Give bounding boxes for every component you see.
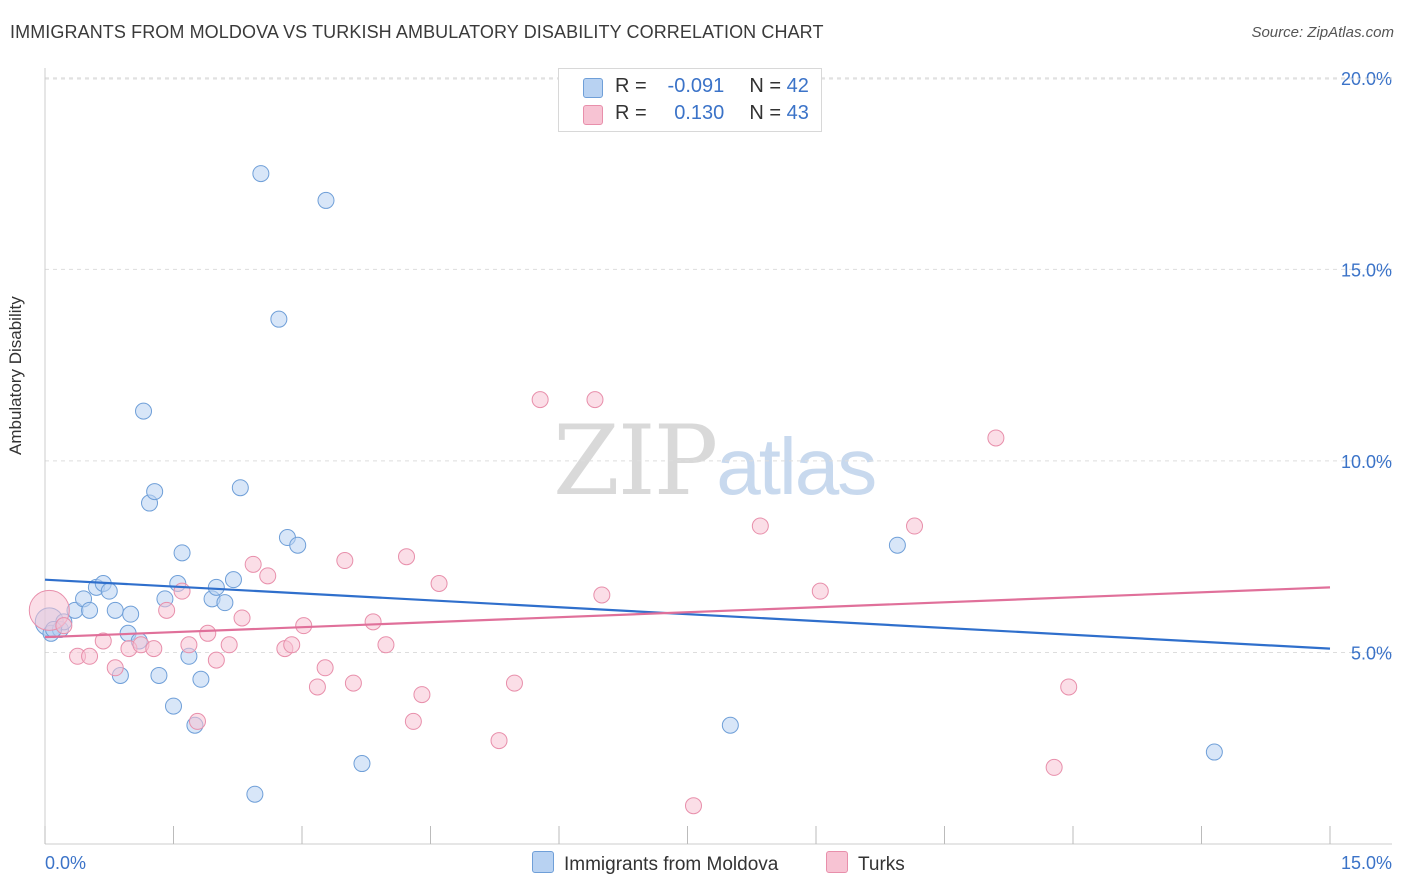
turks-point [505, 674, 523, 692]
moldova-point [270, 310, 288, 328]
turks-point [173, 582, 191, 600]
chart-source: Source: ZipAtlas.com [1251, 24, 1394, 41]
moldova-point [231, 479, 249, 497]
turks-point [283, 636, 301, 654]
turks-point [81, 647, 99, 665]
moldova-point [888, 536, 906, 554]
moldova-point [146, 483, 164, 501]
moldova-point [246, 785, 264, 803]
blue-swatch-icon [583, 78, 603, 98]
moldova-point [252, 165, 270, 183]
watermark-zip: ZIP [553, 405, 718, 517]
turks-point [1045, 758, 1063, 776]
turks-point [490, 732, 508, 750]
turks-point [430, 575, 448, 593]
turks-point [413, 686, 431, 704]
pink-swatch-icon [826, 851, 848, 873]
turks-point [233, 609, 251, 627]
moldova-point [353, 755, 371, 773]
moldova-point [150, 666, 168, 684]
x-tick-label: 0.0% [45, 853, 86, 873]
turks-point [188, 712, 206, 730]
legend-label-moldova: Immigrants from Moldova [564, 854, 779, 875]
moldova-point [289, 536, 307, 554]
turks-point [94, 632, 112, 650]
n-value: 42 [786, 75, 809, 97]
turks-point [316, 659, 334, 677]
moldova-point [192, 670, 210, 688]
moldova-point [81, 601, 99, 619]
turks-point [377, 636, 395, 654]
moldova-point [173, 544, 191, 562]
turks-point [106, 659, 124, 677]
turks-point [207, 651, 225, 669]
turks-point [906, 517, 924, 535]
y-tick-label: 10.0% [1341, 452, 1392, 472]
chart-title: IMMIGRANTS FROM MOLDOVA VS TURKISH AMBUL… [10, 22, 824, 42]
turks-point [987, 429, 1005, 447]
r-value: 0.130 [674, 102, 725, 124]
n-label: N = [749, 75, 782, 97]
moldova-point [106, 601, 124, 619]
turks-point [344, 674, 362, 692]
turks-point [751, 517, 769, 535]
x-tick-label: 15.0% [1341, 853, 1392, 873]
moldova-point [100, 582, 118, 600]
turks-point [404, 712, 422, 730]
correlation-legend: R = -0.091 N = 42 R = 0.130 N = 43 [558, 68, 822, 132]
watermark-atlas: atlas [716, 422, 877, 511]
turks-point [295, 617, 313, 635]
turks-point [531, 391, 549, 409]
moldova-point [1205, 743, 1223, 761]
turks-trend-line [44, 586, 1331, 639]
turks-point [180, 636, 198, 654]
moldova-point [135, 402, 153, 420]
r-label: R = [615, 75, 647, 97]
turks-point [158, 601, 176, 619]
watermark: ZIPatlas [553, 405, 877, 517]
moldova-point [721, 716, 739, 734]
moldova-point [216, 594, 234, 612]
turks-point [244, 555, 262, 573]
turks-point [199, 624, 217, 642]
r-label: R = [615, 102, 647, 124]
n-label: N = [749, 102, 782, 124]
turks-point [684, 797, 702, 815]
moldova-point [317, 191, 335, 209]
legend-label-turks: Turks [858, 854, 905, 875]
moldova-point [122, 605, 140, 623]
turks-point [308, 678, 326, 696]
turks-point [593, 586, 611, 604]
turks-point [259, 567, 277, 585]
turks-point [811, 582, 829, 600]
turks-point [1060, 678, 1078, 696]
turks-point [145, 640, 163, 658]
legend-item-turks[interactable]: Turks [826, 851, 905, 876]
legend-item-moldova[interactable]: Immigrants from Moldova [532, 851, 778, 876]
blue-swatch-icon [532, 851, 554, 873]
moldova-point [224, 571, 242, 589]
moldova-point [207, 578, 225, 596]
turks-point [364, 613, 382, 631]
r-value: -0.091 [667, 75, 725, 97]
turks-point [220, 636, 238, 654]
n-value: 43 [786, 102, 809, 124]
moldova-trend-line [44, 578, 1331, 650]
y-tick-label: 15.0% [1341, 260, 1392, 280]
y-axis-label: Ambulatory Disability [6, 296, 25, 455]
turks-point [586, 391, 604, 409]
y-tick-label: 5.0% [1351, 643, 1392, 663]
moldova-point [165, 697, 182, 715]
turks-point [336, 552, 354, 570]
turks-point [55, 617, 73, 635]
pink-swatch-icon [583, 105, 603, 125]
turks-point [398, 548, 416, 566]
